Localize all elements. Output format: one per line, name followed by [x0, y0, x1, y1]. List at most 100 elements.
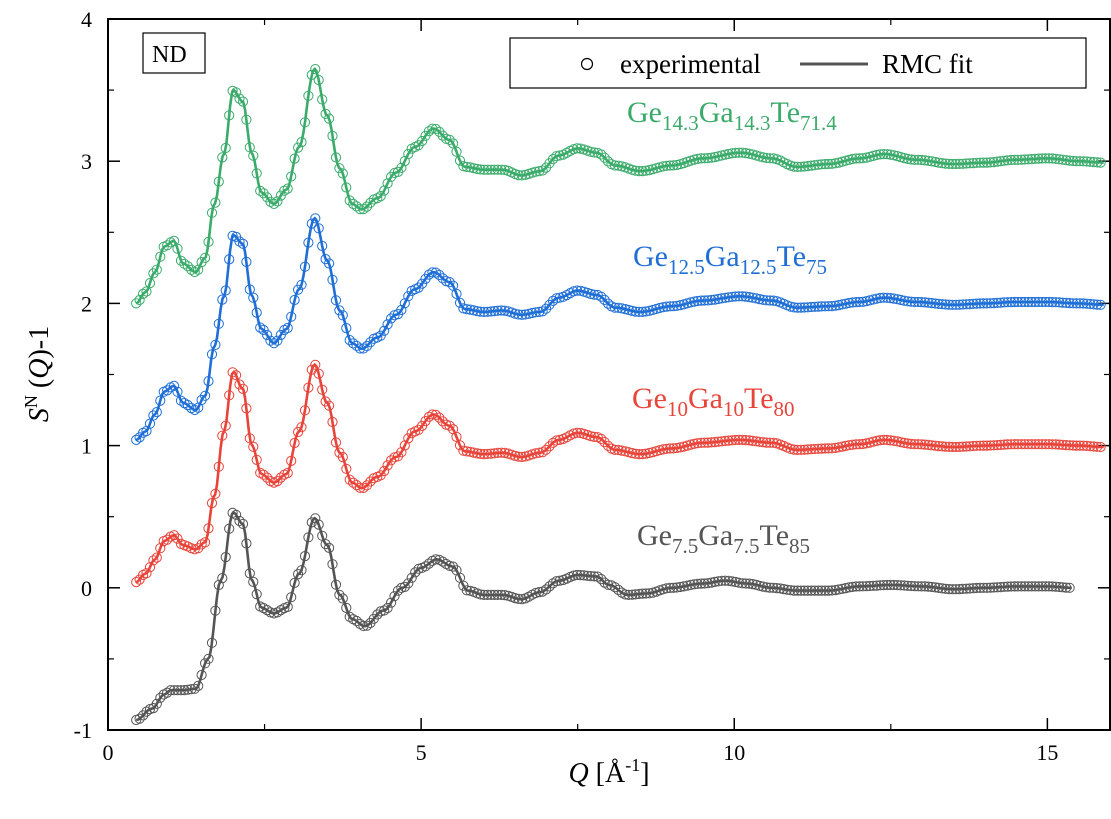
experimental-point	[365, 197, 376, 208]
experimental-point	[816, 301, 827, 312]
experimental-point	[496, 589, 507, 601]
experimental-point	[310, 513, 321, 524]
experimental-point	[857, 296, 869, 307]
experimental-point	[551, 151, 562, 162]
experimental-point	[217, 430, 228, 441]
experimental-point	[1068, 298, 1079, 309]
experimental-point	[709, 152, 720, 163]
legend-experimental-label: experimental	[620, 49, 761, 79]
experimental-point	[720, 575, 731, 586]
experimental-point	[534, 166, 545, 177]
experimental-point	[1002, 581, 1013, 592]
experimental-point	[1030, 296, 1041, 308]
experimental-point	[830, 585, 841, 596]
experimental-point	[895, 294, 906, 306]
experimental-point	[327, 130, 338, 141]
experimental-point	[947, 441, 958, 453]
experimental-point	[833, 442, 844, 453]
experimental-point	[217, 294, 228, 305]
experimental-point	[968, 583, 979, 594]
experimental-point	[155, 543, 166, 554]
experimental-point	[975, 582, 986, 594]
experimental-point	[403, 433, 414, 444]
experimental-point	[702, 578, 714, 589]
experimental-point	[258, 188, 269, 199]
experimental-point	[813, 585, 824, 596]
experimental-point	[317, 94, 328, 105]
experimental-point	[661, 443, 672, 454]
experimental-point	[826, 301, 838, 312]
experimental-point	[909, 154, 920, 165]
experimental-point	[665, 443, 676, 454]
experimental-point	[351, 340, 362, 351]
experimental-point	[985, 440, 996, 451]
x-tick-label: 0	[103, 740, 114, 765]
experimental-point	[541, 303, 552, 314]
experimental-point	[131, 298, 142, 309]
experimental-point	[138, 288, 149, 299]
experimental-point	[923, 581, 934, 592]
experimental-point	[940, 158, 951, 169]
experimental-point	[324, 542, 335, 554]
experimental-point	[1033, 296, 1044, 308]
experimental-point	[299, 261, 311, 272]
experimental-point	[950, 584, 962, 595]
experimental-point	[923, 439, 934, 450]
experimental-point	[217, 573, 228, 584]
experimental-point	[692, 438, 703, 449]
experimental-point	[234, 236, 245, 247]
experimental-point	[830, 442, 841, 453]
experimental-point	[179, 685, 190, 696]
experimental-point	[978, 440, 989, 451]
experimental-point	[589, 571, 600, 582]
experimental-point	[165, 685, 176, 696]
experimental-point	[265, 335, 276, 346]
experimental-point	[330, 579, 342, 590]
experimental-point	[492, 305, 503, 316]
experimental-point	[589, 289, 600, 300]
experimental-point	[837, 299, 848, 310]
series-label-1: Ge7.5Ga7.5Te85	[637, 519, 810, 558]
experimental-point	[944, 299, 955, 310]
experimental-point	[661, 301, 672, 312]
experimental-point	[1002, 155, 1013, 166]
experimental-point	[544, 581, 555, 592]
experimental-point	[286, 311, 297, 322]
axis-ticks: 0 5 10 15 -1 0 1 2 3 4	[74, 7, 1110, 765]
experimental-point	[899, 437, 910, 448]
experimental-point	[589, 147, 600, 158]
experimental-point	[547, 295, 559, 306]
experimental-point	[1043, 153, 1055, 164]
series-group	[131, 64, 1106, 726]
experimental-point	[251, 589, 262, 600]
experimental-point	[665, 582, 676, 594]
experimental-point	[1040, 439, 1051, 450]
experimental-point	[730, 147, 741, 158]
experimental-point	[472, 306, 483, 317]
experimental-point	[413, 424, 424, 435]
experimental-point	[1009, 581, 1020, 592]
experimental-point	[857, 153, 869, 164]
experimental-point	[689, 296, 700, 307]
experimental-point	[723, 148, 734, 160]
experimental-point	[723, 575, 734, 587]
experimental-point	[737, 434, 748, 445]
nd-annotation: ND	[142, 32, 206, 74]
experimental-point	[971, 582, 982, 594]
experimental-point	[324, 400, 335, 411]
experimental-point	[327, 416, 338, 428]
experimental-point	[585, 288, 596, 300]
experimental-point	[616, 303, 627, 314]
experimental-point	[244, 433, 255, 444]
experimental-point	[282, 467, 293, 479]
experimental-point	[551, 293, 562, 304]
experimental-point	[737, 578, 748, 589]
experimental-point	[592, 571, 603, 582]
experimental-point	[878, 149, 889, 160]
experimental-point	[654, 302, 665, 314]
experimental-point	[988, 298, 999, 309]
experimental-point	[482, 589, 493, 601]
experimental-point	[399, 581, 410, 593]
experimental-point	[975, 157, 986, 168]
experimental-point	[937, 299, 948, 310]
